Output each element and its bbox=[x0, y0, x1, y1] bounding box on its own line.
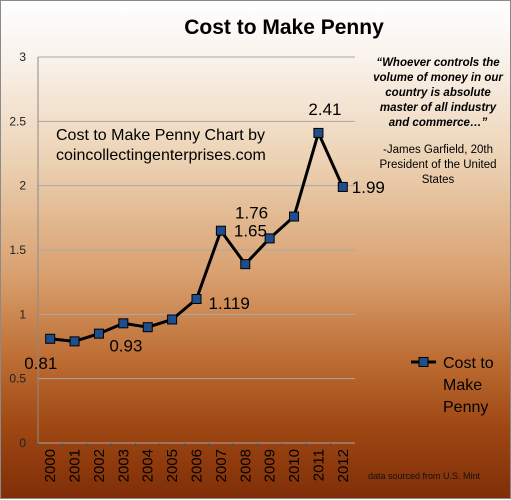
quote-line: and commerce…” bbox=[388, 117, 488, 129]
x-tick-label: 2001 bbox=[67, 449, 84, 482]
annotation-line: Cost to Make Penny Chart by bbox=[56, 127, 265, 144]
x-tick-label: 2010 bbox=[286, 449, 303, 482]
data-label: 1.119 bbox=[209, 294, 250, 313]
x-tick-label: 2008 bbox=[237, 449, 254, 482]
quote-text: “Whoever controls the volume of money in … bbox=[365, 56, 511, 131]
legend: Cost to Make Penny bbox=[411, 355, 494, 416]
attribution-line: President of the United bbox=[379, 159, 497, 171]
x-tick-label: 2005 bbox=[164, 449, 181, 482]
data-point-marker bbox=[167, 314, 178, 325]
data-points bbox=[45, 127, 348, 347]
chart-annotation: Cost to Make Penny Chart by coincollectin… bbox=[56, 127, 266, 164]
quote-line: “Whoever controls the bbox=[376, 57, 500, 69]
data-point-marker bbox=[142, 322, 153, 333]
chart-title: Cost to Make Penny bbox=[184, 16, 384, 39]
data-point-marker bbox=[313, 127, 324, 138]
x-tick-label: 2004 bbox=[140, 449, 157, 482]
data-point-marker bbox=[118, 318, 129, 329]
quote-line: volume of money in our bbox=[373, 72, 503, 84]
data-label: 1.99 bbox=[352, 178, 385, 197]
y-tick-label: 0.5 bbox=[9, 372, 26, 386]
data-point-marker bbox=[264, 233, 275, 244]
y-tick-label: 3 bbox=[19, 50, 26, 64]
data-label: 1.76 bbox=[235, 204, 268, 223]
y-tick-label: 1.5 bbox=[9, 243, 26, 257]
x-tick-label: 2012 bbox=[335, 449, 352, 482]
x-tick-label: 2003 bbox=[115, 449, 132, 482]
attribution-line: States bbox=[421, 174, 455, 186]
y-tick-label: 1 bbox=[19, 307, 26, 321]
data-source-note: data sourced from U.S. Mint bbox=[368, 471, 481, 481]
x-tick-label: 2006 bbox=[189, 449, 206, 482]
series-cost-to-make-penny bbox=[50, 131, 345, 343]
y-axis-ticks: 0 0.5 1 1.5 2 2.5 3 bbox=[9, 50, 26, 450]
attribution-line: -James Garfield, 20th bbox=[383, 144, 493, 156]
legend-label: Make bbox=[443, 377, 482, 394]
data-point-marker bbox=[69, 336, 80, 347]
x-tick-label: 2009 bbox=[262, 449, 279, 482]
data-point-marker bbox=[337, 181, 348, 192]
data-label: 0.81 bbox=[24, 354, 57, 373]
x-tick-label: 2002 bbox=[91, 449, 108, 482]
data-label: 0.93 bbox=[109, 336, 142, 355]
quote-block: “Whoever controls the volume of money in … bbox=[365, 56, 511, 188]
data-point-marker bbox=[93, 328, 104, 339]
y-tick-label: 2.5 bbox=[9, 114, 26, 128]
y-tick-label: 0 bbox=[19, 436, 26, 450]
quote-attribution: -James Garfield, 20th President of the Un… bbox=[365, 143, 511, 188]
x-tick-label: 2007 bbox=[213, 449, 230, 482]
x-axis-ticks: 2000 2001 2002 2003 2004 2005 2006 2007 2008 2009… bbox=[37, 443, 352, 482]
y-tick-label: 2 bbox=[19, 179, 26, 193]
data-point-marker bbox=[215, 225, 226, 236]
data-labels: 0.81 0.93 1.119 1.651.76 2.41 1.99 bbox=[24, 100, 385, 373]
data-point-marker bbox=[240, 259, 251, 270]
data-point-marker bbox=[289, 211, 300, 222]
x-tick-label: 2000 bbox=[42, 449, 59, 482]
x-tick-label: 2011 bbox=[310, 449, 327, 481]
annotation-line: coincollectingenterprises.com bbox=[56, 147, 266, 164]
legend-marker bbox=[418, 357, 429, 367]
legend-label: Cost to bbox=[443, 355, 494, 372]
grid-lines bbox=[37, 56, 355, 444]
quote-line: country is absolute bbox=[385, 87, 491, 99]
data-label: 1.65 bbox=[234, 222, 267, 241]
legend-label: Penny bbox=[443, 399, 488, 416]
quote-line: master of all industry bbox=[379, 102, 497, 114]
data-point-marker bbox=[45, 333, 56, 344]
data-point-marker bbox=[191, 294, 202, 305]
series-line bbox=[50, 131, 345, 343]
data-label: 2.41 bbox=[308, 100, 341, 119]
